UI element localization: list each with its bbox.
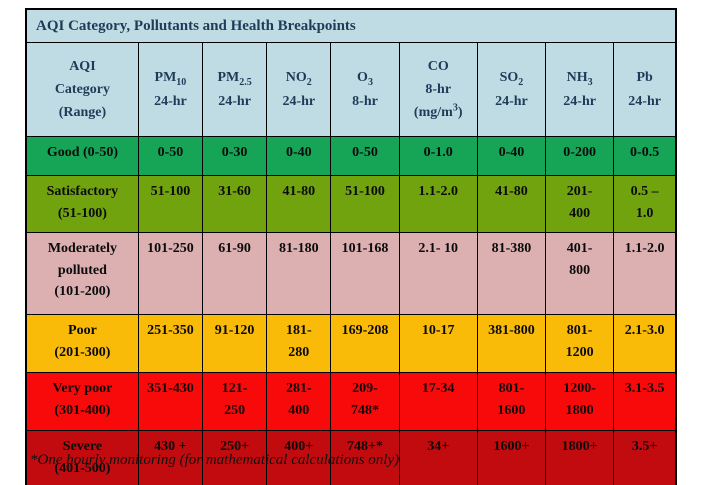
- aqi-breakpoints-table: AQI Category, Pollutants and Health Brea…: [25, 8, 677, 485]
- cell-value: 3.1-3.5: [613, 372, 677, 431]
- cell-value: 381-800: [476, 314, 547, 373]
- table-title-row: AQI Category, Pollutants and Health Brea…: [25, 8, 677, 43]
- col-header-co: CO 8-hr (mg/m3): [398, 42, 478, 137]
- cell-value: 81-380: [476, 232, 547, 315]
- cell-value: 61-90: [202, 232, 268, 315]
- cell-value: 0-50: [137, 136, 204, 176]
- cell-value: 251-350: [137, 314, 204, 373]
- cell-value: 2.1- 10: [398, 232, 478, 315]
- row-category: Satisfactory (51-100): [25, 175, 139, 233]
- cell-value: 1600+: [476, 430, 547, 485]
- cell-value: 51-100: [137, 175, 204, 233]
- row-satisfactory: Satisfactory (51-100) 51-100 31-60 41-80…: [25, 175, 677, 233]
- averaging-period: 24-hr: [282, 93, 316, 109]
- cell-value: 0-30: [202, 136, 268, 176]
- pollutant-name: NH3: [566, 70, 593, 89]
- cell-value: 748+*: [330, 430, 400, 485]
- cell-value: 0-40: [476, 136, 547, 176]
- averaging-period: 8-hr: [352, 93, 378, 109]
- pollutant-subscript: 3: [587, 77, 593, 89]
- cell-value: 41-80: [476, 175, 547, 233]
- cell-value: 0-200: [545, 136, 615, 176]
- cell-value: 1.1-2.0: [398, 175, 478, 233]
- cell-value: 101-250: [137, 232, 204, 315]
- cell-value: 0-0.5: [613, 136, 677, 176]
- cell-value: 17-34: [398, 372, 478, 431]
- pollutant-name: PM10: [154, 70, 187, 89]
- cell-value: 801- 1600: [476, 372, 547, 431]
- row-category: Good (0-50): [25, 136, 139, 176]
- cell-value: 0.5 – 1.0: [613, 175, 677, 233]
- cell-value: 281- 400: [266, 372, 332, 431]
- averaging-period: 24-hr: [218, 93, 251, 109]
- pollutant-subscript: 10: [176, 77, 187, 89]
- cell-value: 81-180: [266, 232, 332, 315]
- averaging-period: 8-hr: [425, 81, 452, 97]
- col-header-aqi-category: AQI Category (Range): [25, 42, 139, 137]
- pollutant-name: NO2: [285, 70, 312, 89]
- cell-value: 401- 800: [545, 232, 615, 315]
- cell-value: 1800+: [545, 430, 615, 485]
- pollutant-name: SO2: [499, 70, 524, 89]
- pollutant-subscript: 2: [518, 77, 524, 89]
- cell-value: 801- 1200: [545, 314, 615, 373]
- cell-value: 2.1-3.0: [613, 314, 677, 373]
- cell-value: 101-168: [330, 232, 400, 315]
- col-header-no2: NO2 24-hr: [266, 42, 332, 137]
- cell-value: 3.5+: [613, 430, 677, 485]
- cell-value: 1.1-2.0: [613, 232, 677, 315]
- table-header-row: AQI Category (Range) PM10 24-hr PM2.5 24…: [25, 42, 677, 137]
- averaging-period: 24-hr: [563, 93, 596, 109]
- cell-value: 0-1.0: [398, 136, 478, 176]
- pollutant-name: Pb: [636, 70, 653, 86]
- averaging-period: 24-hr: [495, 93, 528, 109]
- pollutant-name: CO: [427, 58, 449, 74]
- row-very-poor: Very poor (301-400) 351-430 121- 250 281…: [25, 372, 677, 431]
- row-category: Severe (401-500): [25, 430, 139, 485]
- row-moderately-polluted: Moderately polluted (101-200) 101-250 61…: [25, 232, 677, 315]
- averaging-period: 24-hr: [628, 93, 661, 109]
- col-header-so2: SO2 24-hr: [476, 42, 547, 137]
- col-header-o3: O3 8-hr: [330, 42, 400, 137]
- row-poor: Poor (201-300) 251-350 91-120 181- 280 1…: [25, 314, 677, 373]
- row-category: Poor (201-300): [25, 314, 139, 373]
- col-header-pm25: PM2.5 24-hr: [202, 42, 268, 137]
- pollutant-subscript: 2.5: [239, 77, 252, 89]
- table-title: AQI Category, Pollutants and Health Brea…: [25, 8, 677, 43]
- row-category: Very poor (301-400): [25, 372, 139, 431]
- cell-value: 0-50: [330, 136, 400, 176]
- pollutant-name: PM2.5: [217, 70, 252, 89]
- col-header-pm10: PM10 24-hr: [137, 42, 204, 137]
- row-good: Good (0-50) 0-50 0-30 0-40 0-50 0-1.0 0-…: [25, 136, 677, 176]
- row-severe: Severe (401-500) 430 + 250+ 400+ 748+* 3…: [25, 430, 677, 485]
- pollutant-name: O3: [357, 70, 373, 89]
- cell-value: 91-120: [202, 314, 268, 373]
- cell-value: 250+: [202, 430, 268, 485]
- cell-value: 31-60: [202, 175, 268, 233]
- unit-label: (mg/m3): [413, 102, 463, 121]
- cell-value: 209- 748*: [330, 372, 400, 431]
- footnote: *One hourly monitoring (for mathematical…: [30, 452, 400, 468]
- cell-value: 181- 280: [266, 314, 332, 373]
- cell-value: 41-80: [266, 175, 332, 233]
- cell-value: 10-17: [398, 314, 478, 373]
- cell-value: 0-40: [266, 136, 332, 176]
- cell-value: 51-100: [330, 175, 400, 233]
- unit-superscript: 3: [452, 102, 458, 114]
- cell-value: 351-430: [137, 372, 204, 431]
- row-category: Moderately polluted (101-200): [25, 232, 139, 315]
- col-header-pb: Pb 24-hr: [613, 42, 677, 137]
- col-header-aqi-category-label: AQI Category (Range): [54, 58, 111, 121]
- cell-value: 121- 250: [202, 372, 268, 431]
- cell-value: 34+: [398, 430, 478, 485]
- averaging-period: 24-hr: [154, 93, 187, 109]
- col-header-nh3: NH3 24-hr: [545, 42, 615, 137]
- cell-value: 201- 400: [545, 175, 615, 233]
- pollutant-subscript: 3: [367, 77, 373, 89]
- cell-value: 169-208: [330, 314, 400, 373]
- cell-value: 1200- 1800: [545, 372, 615, 431]
- pollutant-subscript: 2: [306, 77, 312, 89]
